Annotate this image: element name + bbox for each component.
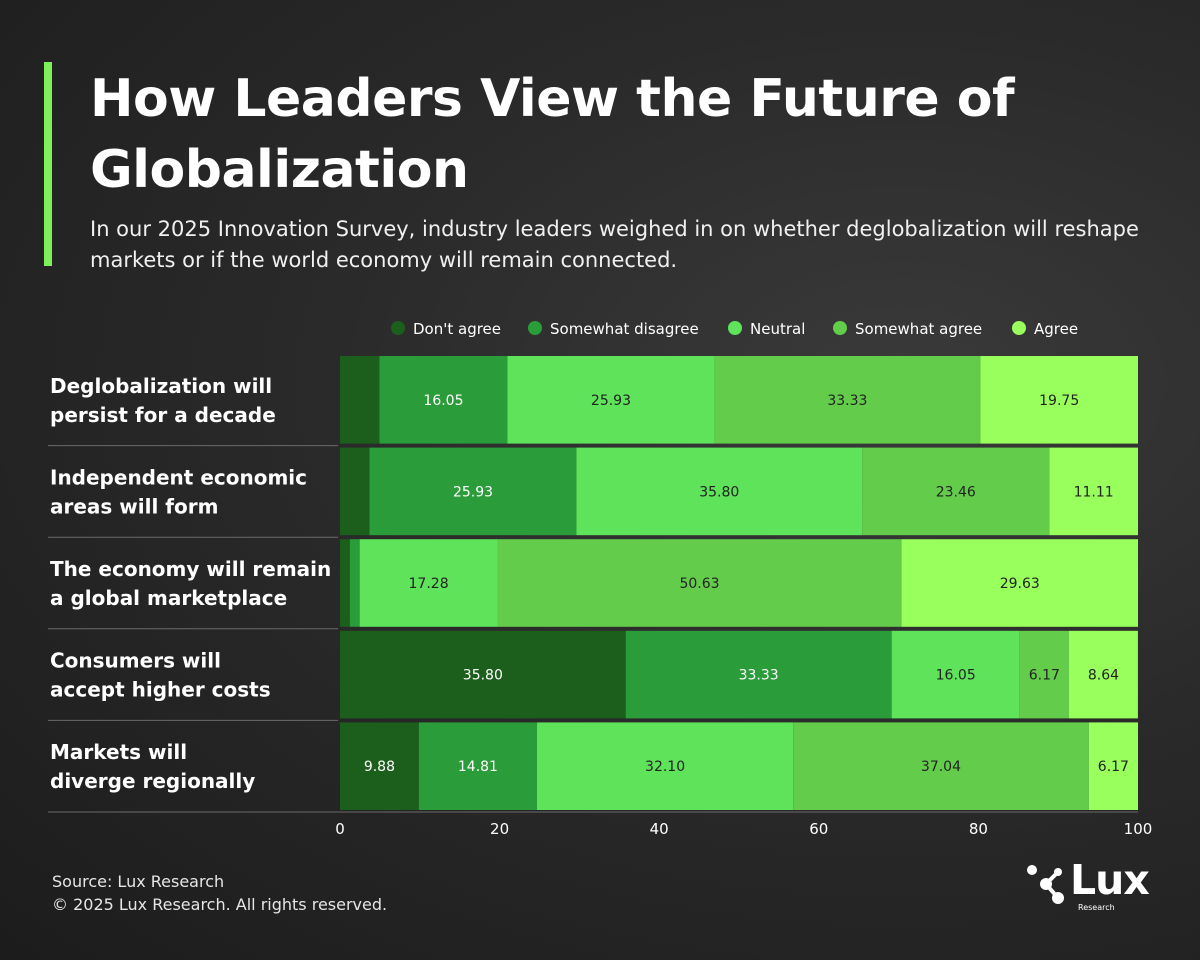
legend-swatch-0 <box>391 321 405 335</box>
x-tick-label: 20 <box>490 820 509 838</box>
bar-segment <box>418 722 538 810</box>
data-label: 6.17 <box>1098 759 1129 775</box>
bar-segment <box>862 447 1050 536</box>
data-label: 16.05 <box>936 668 976 684</box>
data-label: 29.63 <box>1000 576 1040 592</box>
data-label: 23.46 <box>936 484 976 500</box>
lux-logo-mark-icon <box>1027 865 1064 904</box>
data-label: 9.88 <box>364 759 395 775</box>
bar-segment <box>340 630 626 719</box>
category-label: Deglobalization will persist for a decade <box>50 374 276 427</box>
legend-label-2: Neutral <box>750 320 805 338</box>
bar-segment <box>507 356 715 444</box>
legend-label-1: Somewhat disagree <box>550 320 699 338</box>
bar-segment <box>340 356 380 444</box>
bar-segment <box>1049 447 1138 536</box>
data-label: 14.81 <box>458 759 498 775</box>
lux-research-logo: Lux Research <box>1024 856 1154 918</box>
data-label: 16.05 <box>423 393 463 409</box>
bar-segment <box>1019 630 1069 719</box>
bar-segment <box>891 630 1020 719</box>
category-label: Independent economic areas will form <box>50 465 307 518</box>
data-label: 33.33 <box>739 668 779 684</box>
bar-segment <box>359 539 498 627</box>
x-tick-label: 100 <box>1124 820 1153 838</box>
x-tick-label: 80 <box>969 820 988 838</box>
x-tick-label: 60 <box>809 820 828 838</box>
legend-label-0: Don't agree <box>413 320 501 338</box>
data-label: 11.11 <box>1074 484 1114 500</box>
copyright-text: © 2025 Lux Research. All rights reserved… <box>52 895 388 914</box>
x-tick-label: 40 <box>650 820 669 838</box>
bar-segment <box>349 539 360 627</box>
bar-segment <box>793 722 1089 810</box>
legend-swatch-2 <box>728 321 742 335</box>
data-label: 50.63 <box>679 576 719 592</box>
legend-label-4: Agree <box>1034 320 1078 338</box>
data-label: 17.28 <box>409 576 449 592</box>
legend-label-3: Somewhat agree <box>855 320 982 338</box>
bar-segment <box>625 630 892 719</box>
bar-segment <box>1068 630 1138 719</box>
bar-segment <box>1088 722 1138 810</box>
legend-swatch-4 <box>1012 321 1026 335</box>
bar-segment <box>340 539 350 627</box>
x-tick-label: 0 <box>335 820 345 838</box>
page-subtitle: In our 2025 Innovation Survey, industry … <box>90 217 1139 272</box>
bar-segment <box>537 722 794 810</box>
data-label: 35.80 <box>699 484 739 500</box>
bar-segment <box>369 447 577 536</box>
bar-segment <box>901 539 1138 627</box>
data-label: 6.17 <box>1029 668 1060 684</box>
bar-segment <box>576 447 863 536</box>
footer: Source: Lux Research © 2025 Lux Research… <box>52 870 387 916</box>
category-label: Markets will diverge regionally <box>50 740 255 793</box>
data-label: 33.33 <box>827 393 867 409</box>
bar-segment <box>497 539 902 627</box>
logo-subtext: Research <box>1078 903 1115 912</box>
category-label: Consumers will accept higher costs <box>50 649 271 702</box>
data-label: 8.64 <box>1088 668 1119 684</box>
data-label: 19.75 <box>1039 393 1079 409</box>
data-label: 25.93 <box>591 393 631 409</box>
legend-swatch-1 <box>528 321 542 335</box>
bar-segment <box>340 722 419 810</box>
source-text: Source: Lux Research <box>52 872 225 891</box>
legend-swatch-3 <box>833 321 847 335</box>
bar-segment <box>379 356 508 444</box>
page-title: How Leaders View the Future of Globaliza… <box>90 69 1015 200</box>
data-label: 25.93 <box>453 484 493 500</box>
data-label: 37.04 <box>921 759 961 775</box>
logo-wordmark: Lux <box>1070 856 1150 904</box>
bar-segment <box>340 447 370 536</box>
category-label: The economy will remain a global marketpl… <box>50 557 331 610</box>
bar-segment <box>714 356 981 444</box>
data-label: 32.10 <box>645 759 685 775</box>
data-label: 35.80 <box>463 668 503 684</box>
title-accent-bar <box>44 62 52 266</box>
bar-segment <box>980 356 1138 444</box>
